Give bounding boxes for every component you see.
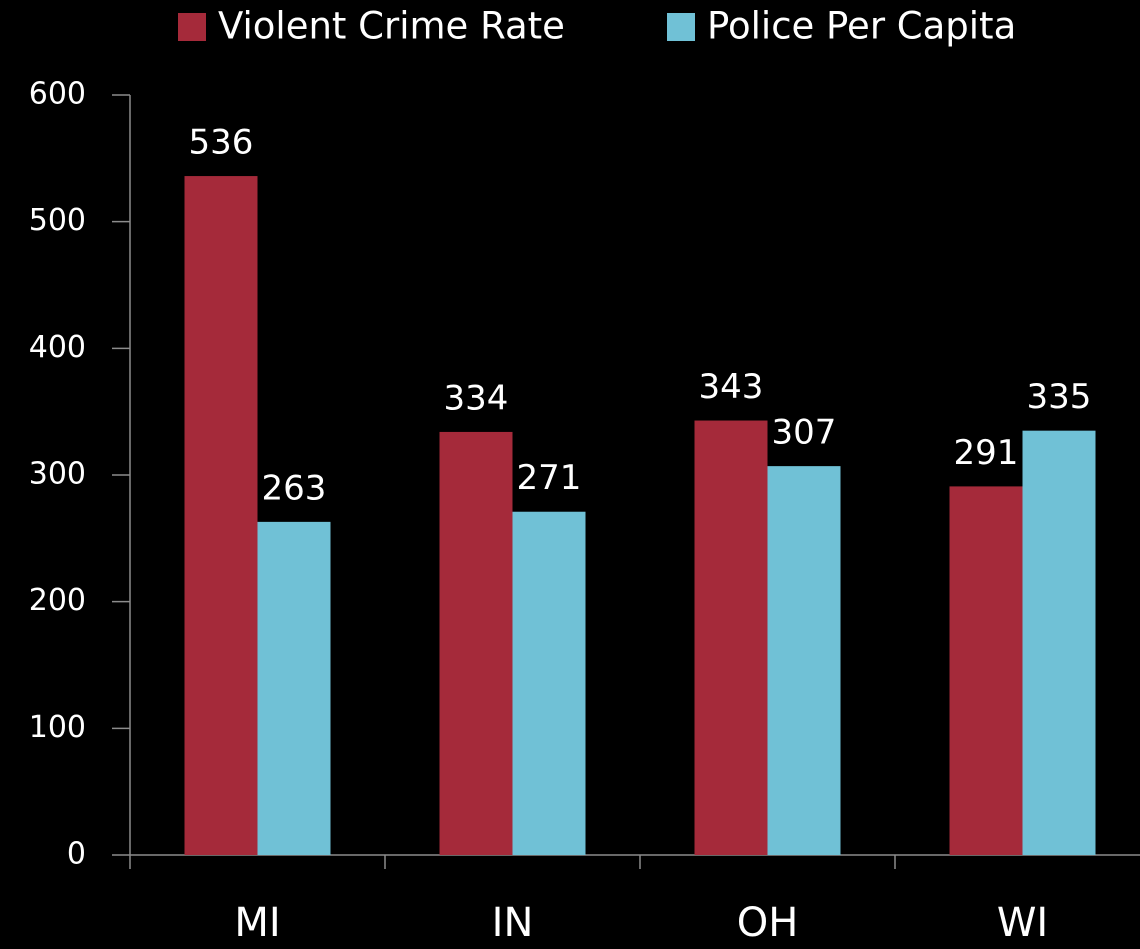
data-label: 536	[189, 123, 254, 163]
bar	[767, 466, 841, 855]
bar	[694, 420, 768, 855]
data-label: 334	[444, 378, 509, 418]
data-label: 263	[262, 468, 327, 508]
y-tick-label: 600	[29, 77, 86, 112]
bar	[1022, 430, 1096, 855]
y-tick-label: 500	[29, 203, 86, 238]
bar	[184, 176, 258, 856]
y-tick-label: 0	[67, 837, 86, 872]
data-label: 335	[1027, 377, 1092, 417]
data-label: 291	[954, 433, 1019, 473]
data-label: 343	[699, 367, 764, 407]
y-tick-label: 400	[29, 330, 86, 365]
legend-swatch	[667, 13, 695, 41]
y-tick-label: 300	[29, 457, 86, 492]
legend-label: Violent Crime Rate	[218, 5, 565, 48]
legend-swatch	[178, 13, 206, 41]
bar	[439, 431, 513, 855]
legend-label: Police Per Capita	[707, 5, 1016, 48]
bar	[512, 511, 586, 855]
data-label: 307	[772, 413, 837, 453]
bar	[949, 486, 1023, 855]
y-tick-label: 200	[29, 583, 86, 618]
x-tick-label: IN	[492, 900, 534, 946]
x-tick-label: OH	[737, 900, 799, 946]
x-tick-label: MI	[234, 900, 280, 946]
x-tick-label: WI	[997, 900, 1048, 946]
data-label: 271	[517, 458, 582, 498]
bar	[257, 521, 331, 855]
y-tick-label: 100	[29, 710, 86, 745]
